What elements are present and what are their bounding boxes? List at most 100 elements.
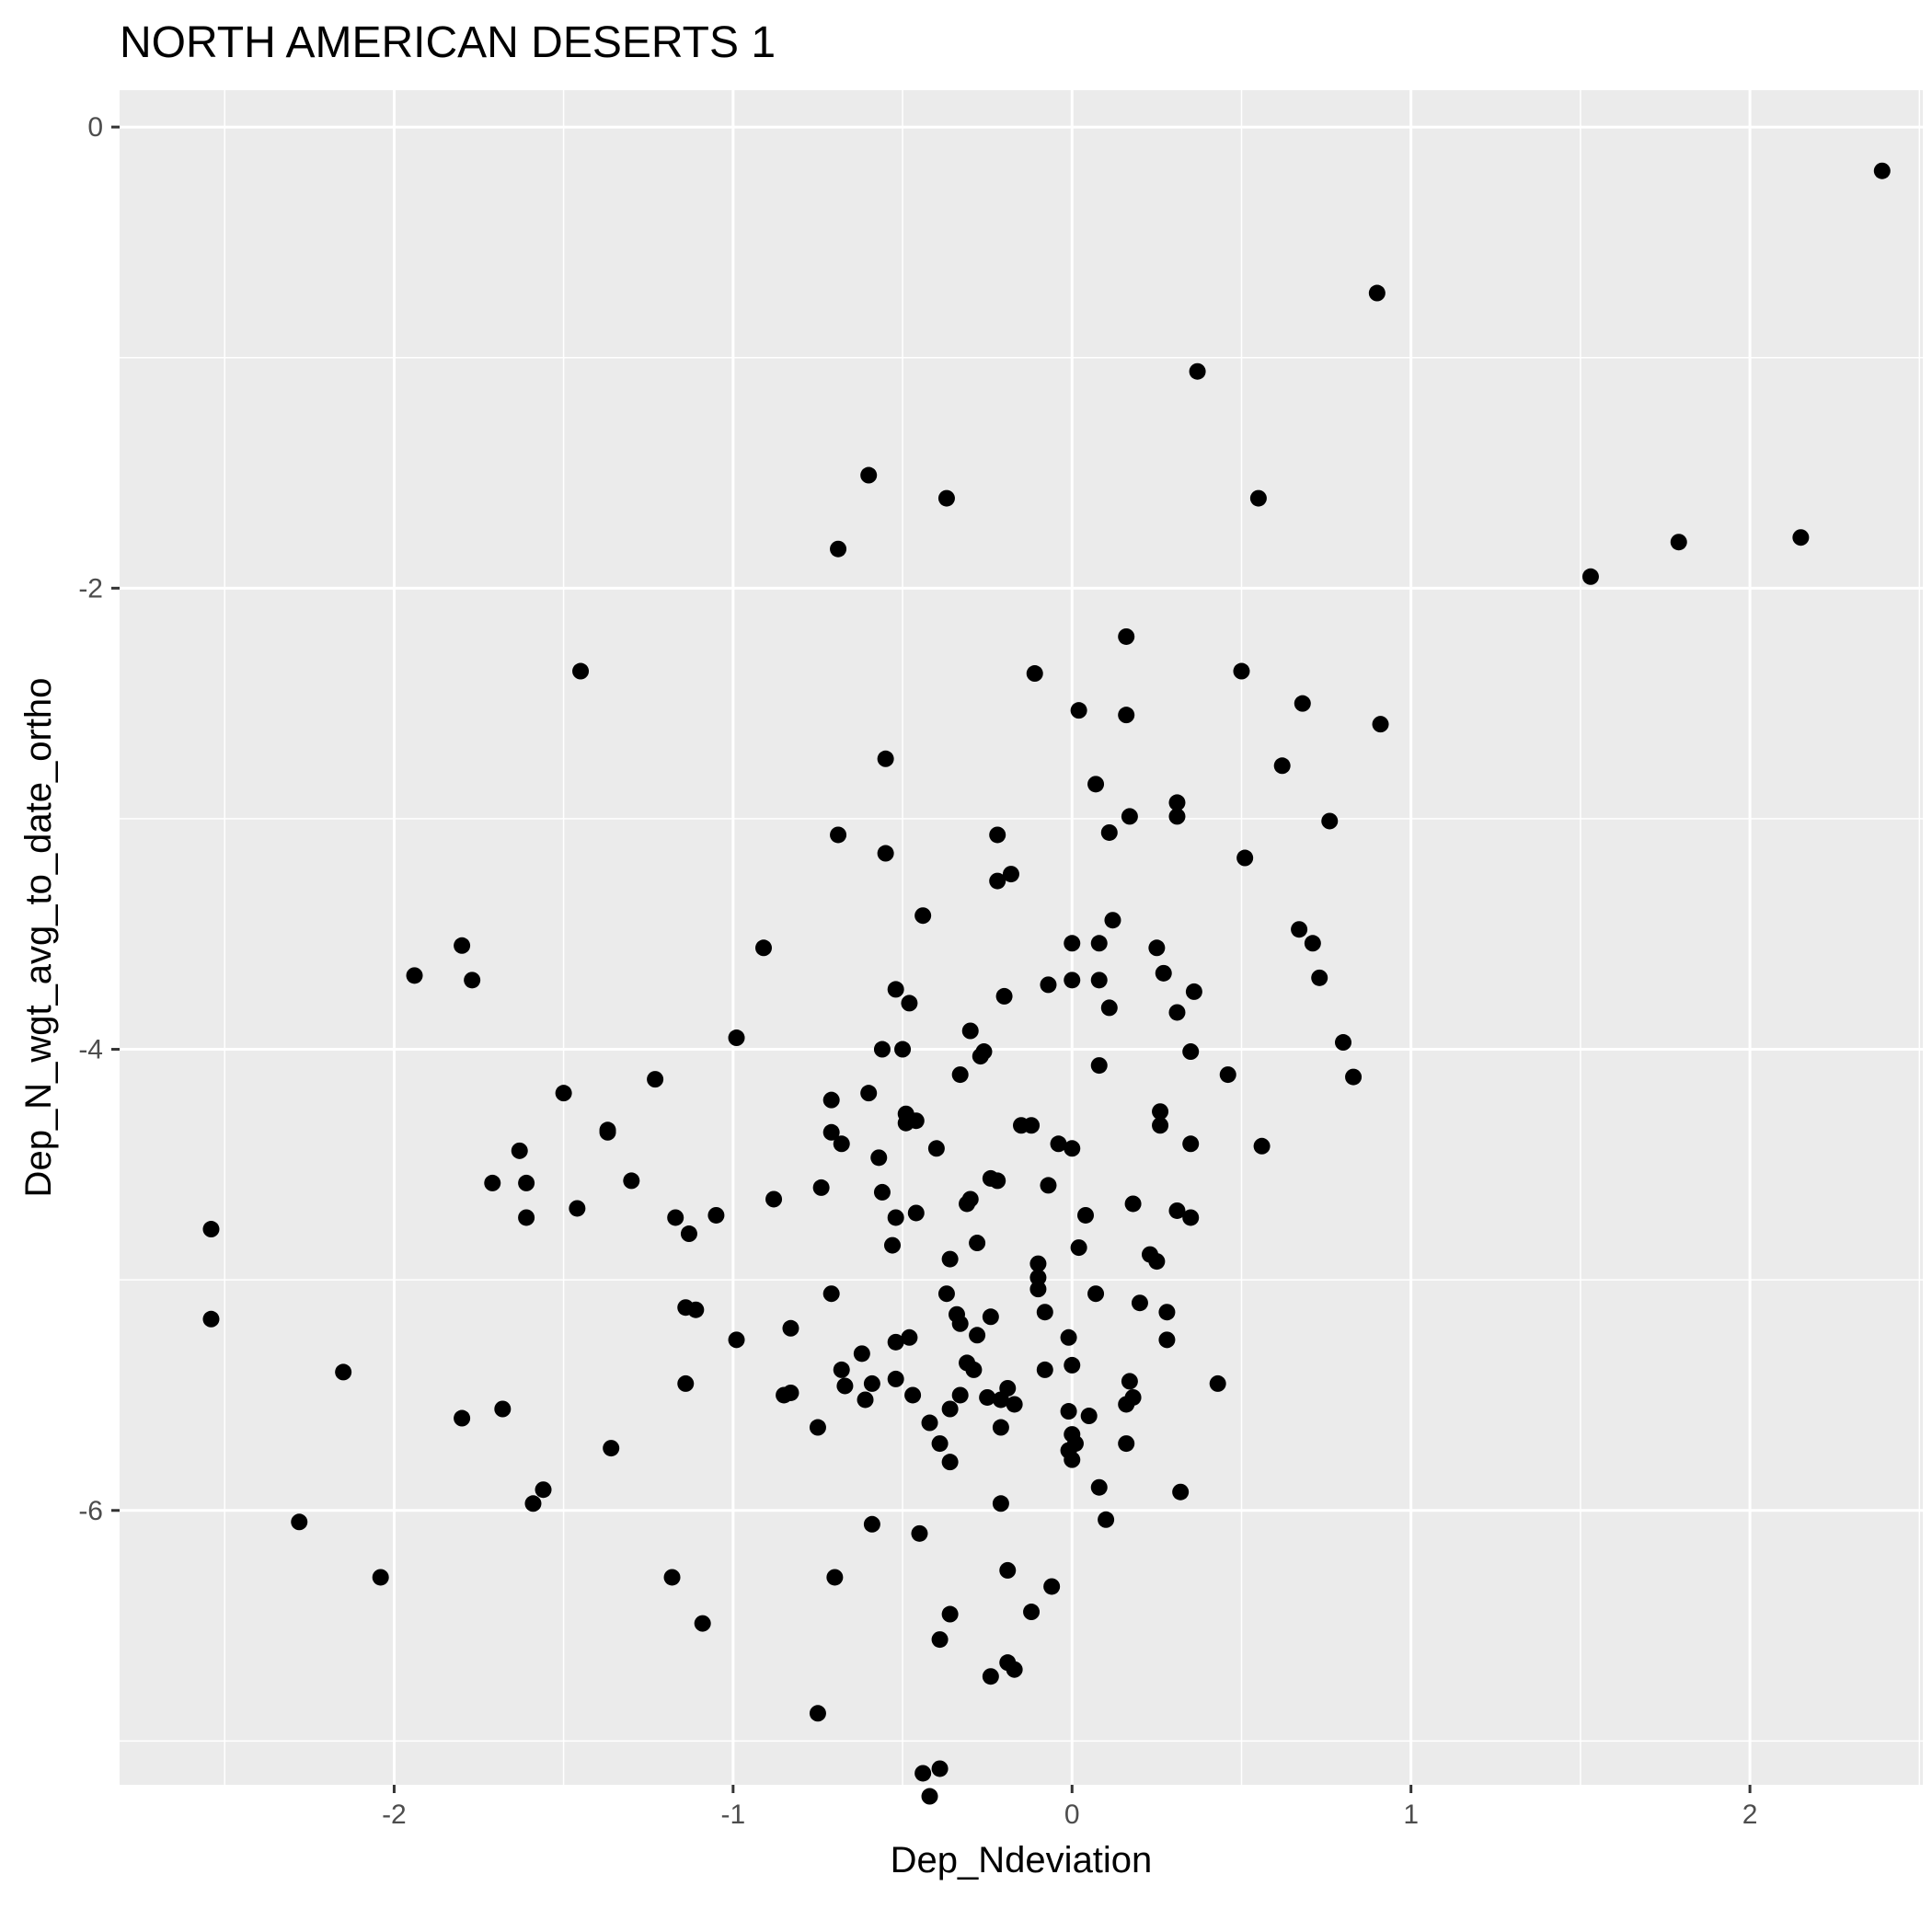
data-point <box>969 1327 986 1344</box>
data-point <box>1060 1403 1077 1420</box>
data-point <box>941 1605 959 1623</box>
data-point <box>1172 1483 1190 1501</box>
data-point <box>776 1386 793 1404</box>
data-point <box>765 1190 783 1208</box>
data-point <box>959 1195 976 1213</box>
data-point <box>1118 707 1135 724</box>
data-point <box>1253 1137 1271 1155</box>
data-point <box>830 826 847 844</box>
data-point <box>1006 1396 1023 1413</box>
data-point <box>694 1615 711 1632</box>
data-point <box>877 750 894 767</box>
y-tick-label: -2 <box>78 573 103 604</box>
data-point <box>1233 662 1250 680</box>
data-point <box>901 995 918 1012</box>
data-point <box>569 1200 586 1217</box>
data-point <box>911 1524 928 1542</box>
data-point <box>809 1419 826 1436</box>
data-point <box>1124 1195 1142 1213</box>
data-point <box>1155 964 1172 982</box>
data-point <box>1064 1356 1081 1374</box>
data-point <box>941 1454 959 1471</box>
data-point <box>1168 1202 1186 1219</box>
data-point <box>1372 716 1389 733</box>
data-point <box>1182 1209 1200 1226</box>
data-point <box>454 1409 471 1427</box>
data-point <box>992 1419 1009 1436</box>
data-point <box>728 1029 745 1047</box>
data-point <box>1792 529 1810 546</box>
data-point <box>921 1414 938 1432</box>
data-point <box>830 540 847 558</box>
data-point <box>961 1022 979 1040</box>
data-point <box>1070 702 1087 719</box>
data-point <box>836 1377 854 1395</box>
data-point <box>1006 1661 1023 1678</box>
y-axis: 0 -2 -4 -6 <box>78 112 120 1526</box>
data-point <box>822 1285 840 1303</box>
data-point <box>1873 162 1891 179</box>
data-point <box>1064 972 1081 989</box>
data-point <box>1581 568 1599 585</box>
data-point <box>863 1515 880 1533</box>
data-point <box>464 972 481 989</box>
data-point <box>1087 1285 1105 1303</box>
data-point <box>873 1183 891 1201</box>
data-point <box>1100 999 1118 1017</box>
data-point <box>894 1041 912 1058</box>
chart-title: NORTH AMERICAN DESERTS 1 <box>120 18 776 67</box>
data-point <box>992 1391 1009 1409</box>
data-point <box>1036 1361 1053 1378</box>
data-point <box>826 1569 844 1586</box>
plot-panel <box>120 90 1923 1785</box>
data-point <box>1311 969 1328 986</box>
data-point <box>680 1225 697 1243</box>
data-point <box>1090 1478 1108 1496</box>
data-point <box>863 1374 880 1392</box>
data-point <box>1090 935 1108 952</box>
data-point <box>887 1333 904 1351</box>
data-point <box>877 845 894 862</box>
data-point <box>921 1788 938 1805</box>
x-axis-title: Dep_Ndeviation <box>891 1840 1153 1880</box>
data-point <box>1036 1304 1053 1321</box>
data-point <box>972 1048 989 1065</box>
data-point <box>931 1760 949 1777</box>
data-point <box>873 1041 891 1058</box>
data-point <box>1064 1140 1081 1157</box>
data-point <box>202 1221 220 1238</box>
data-point <box>494 1400 512 1418</box>
data-point <box>728 1331 745 1349</box>
data-point <box>372 1569 389 1586</box>
data-point <box>887 1209 904 1226</box>
data-point <box>833 1361 850 1378</box>
data-point <box>1158 1304 1176 1321</box>
data-point <box>887 981 904 998</box>
data-point <box>887 1370 904 1387</box>
data-point <box>1304 935 1321 952</box>
data-point <box>812 1179 830 1196</box>
data-point <box>941 1250 959 1268</box>
data-point <box>1118 627 1135 645</box>
data-point <box>860 466 878 484</box>
data-point <box>857 1391 874 1409</box>
data-point <box>1249 489 1267 507</box>
x-tick-label: 1 <box>1403 1800 1419 1830</box>
data-point <box>901 1328 918 1346</box>
data-point <box>1321 812 1339 830</box>
data-point <box>1060 1328 1077 1346</box>
data-point <box>1064 935 1081 952</box>
data-point <box>1236 849 1254 867</box>
data-point <box>1121 1373 1138 1390</box>
data-point <box>1100 823 1118 841</box>
data-point <box>969 1235 986 1252</box>
data-point <box>1050 1135 1067 1153</box>
minor-gridlines <box>120 90 1923 1785</box>
data-point <box>1185 983 1202 1000</box>
data-point <box>907 1112 925 1130</box>
y-tick-label: -4 <box>78 1035 103 1065</box>
data-point <box>1121 808 1138 825</box>
data-point <box>914 1765 932 1782</box>
data-point <box>782 1319 799 1337</box>
